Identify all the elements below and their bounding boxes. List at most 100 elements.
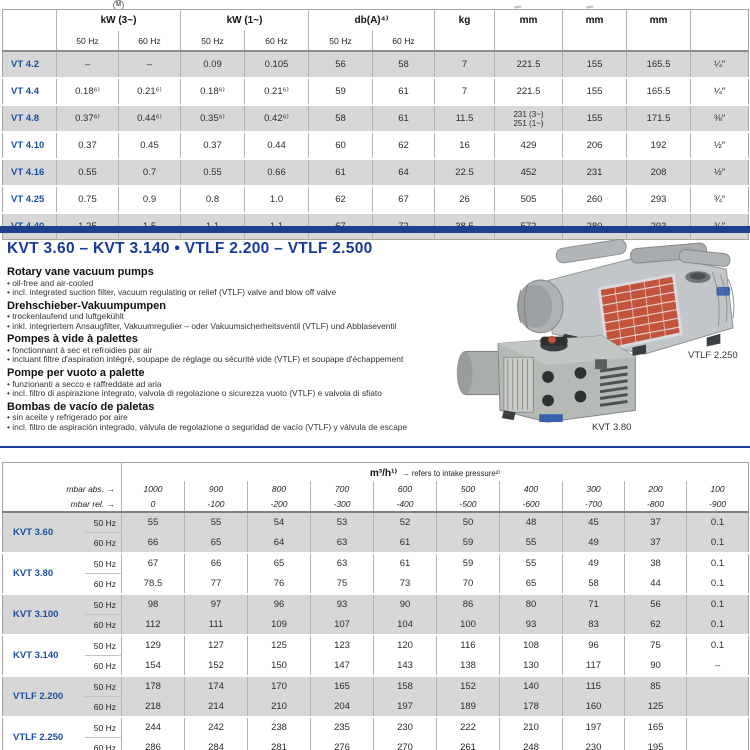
flow-value-cell: 230 [562,737,625,750]
flow-table-row: 60 Hz 218 214 210 204 197 189 178 160 125 [2,696,749,717]
vtlf-2250-label: VTLF 2.250 [688,350,738,361]
top-table-row: VT 4.10 0.37 0.45 0.37 0.44 60 62 16 429 206 192 ½″ [2,132,749,159]
flow-value-cell: 70 [436,573,500,594]
hz-cell: 50 Hz [84,512,122,533]
flow-value-cell: 197 [373,696,437,717]
lang-bullet: incl. filtro de aspiración integrado, vá… [7,422,487,433]
top-table-cell: 58 [372,51,435,78]
top-table-cell: 206 [562,132,627,159]
lang-bullet: funzionanti a secco e raffreddate ad ari… [7,379,487,390]
flow-value-cell: 276 [310,737,374,750]
clipped-header-strip: M [2,0,748,11]
flow-value-cell: 158 [373,676,437,697]
empty-header [494,31,563,51]
flow-value-cell: 45 [562,512,625,533]
model-cell: VTLF 2.200 [13,691,64,702]
flow-value-cell: 54 [247,512,311,533]
top-table-cell: 7 [434,51,495,78]
flow-value-cell: 59 [436,553,500,574]
top-table-row: VT 4.8 0.37⁶⁾ 0.44⁶⁾ 0.35⁶⁾ 0.42⁶⁾ 58 61 11.5 23… [2,105,749,132]
empty-header [3,463,122,482]
mm-header: mm [494,9,563,31]
mbar-value: -400 [373,496,437,512]
flow-value-cell: 38 [624,553,687,574]
hz-cell: 60 Hz [93,742,116,750]
hz-header: 60 Hz [372,31,435,51]
flow-value-cell: 204 [310,696,374,717]
flow-value-cell: 61 [373,532,437,553]
kw1-header: kW (1~) [180,9,309,31]
top-table-cell: 0.9 [118,186,181,213]
flow-value-cell: 55 [499,532,563,553]
flow-value-cell: 0.1 [685,512,749,533]
model-cell: KVT 3.60 [13,527,54,538]
top-table-cell: 0.44 [244,132,309,159]
flow-value-cell: 66 [184,553,248,574]
dimension-mark-icon [513,1,522,9]
flow-table-row: 60 Hz 78.5 77 76 75 73 70 65 58 44 0.1 [2,573,749,594]
flow-value-cell: 143 [373,655,437,676]
mbar-value: -700 [562,496,625,512]
flow-value-cell: 49 [562,532,625,553]
hz-cell: 60 Hz [93,537,116,548]
top-table-cell: 58 [308,105,373,132]
mbar-value: 500 [436,481,500,496]
lang-bullet: fonctionnant à sec et refroidies par air [7,345,487,356]
top-table-cell: 0.42⁶⁾ [244,105,309,132]
empty-header [562,31,627,51]
top-table-cell: – [56,51,119,78]
mbar-value: -600 [499,496,563,512]
top-table-cell: 0.37 [180,132,245,159]
flow-value-cell: 96 [562,635,625,656]
flow-value-cell: 55 [121,512,185,533]
flow-value-cell: 178 [121,676,185,697]
flow-value-cell: 71 [562,594,625,615]
mbar-value: -300 [310,496,374,512]
flow-value-cell: 90 [624,655,687,676]
flow-value-cell: 178 [499,696,563,717]
top-table-cell: 0.18⁶⁾ [56,78,119,105]
lang-bullet: trockenlaufend und luftgekühlt [7,312,487,322]
flow-value-cell: 65 [247,553,311,574]
flow-value-cell: 238 [247,717,311,738]
top-table-row: VT 4.2– –0.09 0.105 56 58 7 221.5 155 165.5 ¼″ [2,51,749,78]
top-table-cell: 171.5 [626,105,691,132]
top-table-cell: – [118,51,181,78]
flow-value-cell: 100 [436,614,500,635]
flow-value-cell: 222 [436,717,500,738]
flow-value-cell: 154 [121,655,185,676]
top-table-cell: 192 [626,132,691,159]
flow-value-cell: 218 [121,696,185,717]
top-table-cell: 0.44⁶⁾ [118,105,181,132]
flow-value-cell: 107 [310,614,374,635]
kvt-380-pump-image [456,335,636,423]
flow-value-cell: 55 [184,512,248,533]
top-table-cell: 22.5 [434,159,495,186]
mbar-label: mbar rel. → [70,498,115,509]
model-cell: KVT 3.140 [13,650,59,661]
lang-bullet: incluant filtre d'aspiration intégré, so… [7,355,487,365]
section-divider-rule [0,446,750,448]
flow-value-cell: 97 [184,594,248,615]
flow-value-cell: 0.1 [685,594,749,615]
flow-value-cell: 85 [624,676,687,697]
section-divider-bar [0,226,750,233]
flow-value-cell: 123 [310,635,374,656]
flow-value-cell: 281 [247,737,311,750]
flow-value-cell: 59 [436,532,500,553]
model-cell: VT 4.25 [11,194,45,205]
top-table-cell: ¼″ [690,78,749,105]
mbar-value: -800 [624,496,687,512]
top-table-cell: 11.5 [434,105,495,132]
mbar-value: 300 [562,481,625,496]
flow-value-cell: 130 [499,655,563,676]
flow-value-cell: 244 [121,717,185,738]
hz-header: 50 Hz [308,31,373,51]
top-table-cell: 0.75 [56,186,119,213]
top-table-cell: 0.18⁶⁾ [180,78,245,105]
flow-value-cell: 104 [373,614,437,635]
top-table-cell: 0.37 [56,132,119,159]
hz-cell: 50 Hz [84,635,122,656]
top-table-cell: 165.5 [626,78,691,105]
